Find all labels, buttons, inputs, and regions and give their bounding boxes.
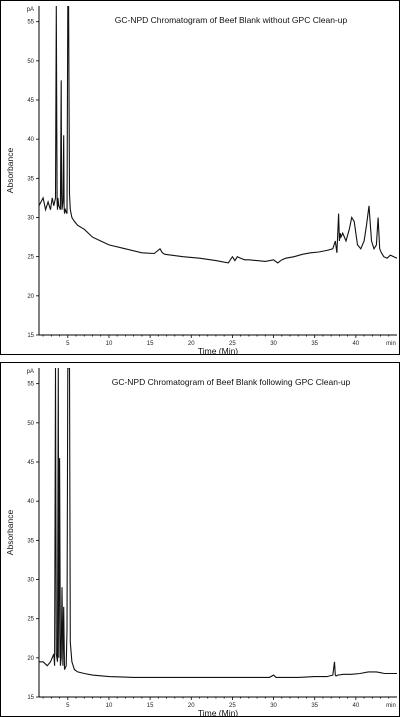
y-tick-label: 40 xyxy=(27,137,34,143)
y-tick-label: 15 xyxy=(27,695,34,701)
x-tick-label: 20 xyxy=(188,703,195,709)
chart-panel-following-gpc: 15 20 25 30 35 40 45 50 55 pA 5 10 15 20 25 30 35 40 min Ti… xyxy=(0,362,400,717)
chromatogram-chart-following-gpc: 15 20 25 30 35 40 45 50 55 pA 5 10 15 20 25 30 35 40 min Ti… xyxy=(5,368,397,716)
chart-title: GC-NPD Chromatogram of Beef Blank follow… xyxy=(112,377,351,387)
x-axis-title: Time (Min) xyxy=(198,708,238,716)
chart-panel-without-gpc: 15 20 25 30 35 40 45 50 55 pA 5 10 15 20 25 30 35 40 min Ti… xyxy=(0,0,400,355)
y-tick-label: 30 xyxy=(27,578,34,584)
chromatogram-trace xyxy=(39,368,397,678)
x-unit-label: min xyxy=(386,341,396,347)
y-tick-label: 45 xyxy=(27,98,34,104)
x-tick-label: 30 xyxy=(270,703,277,709)
y-tick-label: 35 xyxy=(27,538,34,544)
x-tick-label: 10 xyxy=(106,341,113,347)
y-tick-label: 50 xyxy=(27,59,34,65)
x-tick-label: 15 xyxy=(147,341,154,347)
x-tick-label: 30 xyxy=(270,341,277,347)
chromatogram-chart-without-gpc: 15 20 25 30 35 40 45 50 55 pA 5 10 15 20 25 30 35 40 min Ti… xyxy=(5,6,397,354)
x-tick-label: 25 xyxy=(229,341,236,347)
x-axis-title: Time (Min) xyxy=(198,346,238,354)
y-tick-label: 55 xyxy=(27,382,34,388)
y-tick-label: 30 xyxy=(27,216,34,222)
y-tick-label: 55 xyxy=(27,20,34,26)
y-unit-label: pA xyxy=(27,7,34,13)
y-axis-title: Absorbance xyxy=(5,148,15,194)
y-axis-title: Absorbance xyxy=(5,510,15,556)
y-tick-label: 20 xyxy=(27,656,34,662)
y-tick-label: 25 xyxy=(27,255,34,261)
y-tick-label: 35 xyxy=(27,176,34,182)
y-tick-label: 50 xyxy=(27,421,34,427)
x-tick-label: 20 xyxy=(188,341,195,347)
chromatogram-trace xyxy=(39,6,397,264)
y-unit-label: pA xyxy=(27,369,34,375)
x-tick-label: 40 xyxy=(353,703,360,709)
y-tick-label: 40 xyxy=(27,499,34,505)
x-tick-label: 5 xyxy=(66,703,70,709)
y-tick-label: 15 xyxy=(27,333,34,339)
x-tick-label: 35 xyxy=(311,703,318,709)
y-tick-label: 20 xyxy=(27,294,34,300)
x-unit-label: min xyxy=(386,703,396,709)
y-tick-label: 45 xyxy=(27,460,34,466)
x-tick-label: 35 xyxy=(311,341,318,347)
chart-title: GC-NPD Chromatogram of Beef Blank withou… xyxy=(115,15,348,25)
x-tick-label: 15 xyxy=(147,703,154,709)
x-tick-label: 10 xyxy=(106,703,113,709)
x-tick-label: 5 xyxy=(66,341,70,347)
x-tick-label: 25 xyxy=(229,703,236,709)
x-tick-label: 40 xyxy=(353,341,360,347)
y-tick-label: 25 xyxy=(27,617,34,623)
